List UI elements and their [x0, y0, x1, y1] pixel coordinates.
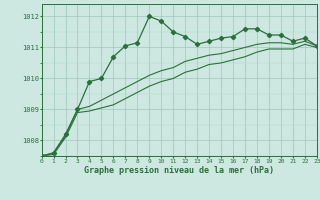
X-axis label: Graphe pression niveau de la mer (hPa): Graphe pression niveau de la mer (hPa) [84, 166, 274, 175]
